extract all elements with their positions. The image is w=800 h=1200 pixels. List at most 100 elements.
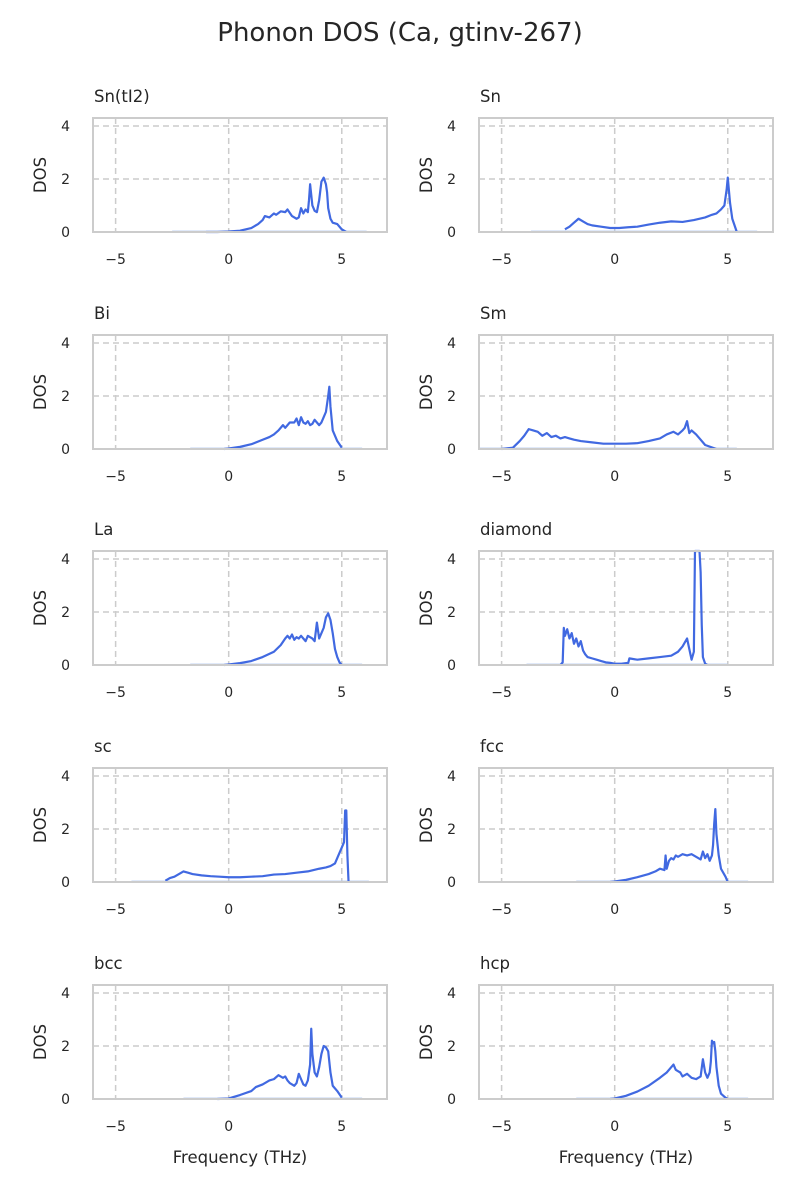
x-tick-label: −5 (105, 1119, 126, 1135)
plot-frame (92, 334, 388, 450)
chart-panel: Sn 0 2 4 −5 0 5 DOS (417, 87, 774, 268)
x-tick-label: −5 (491, 902, 512, 918)
x-tick-label: 5 (337, 1119, 346, 1135)
dos-series-line (217, 1027, 343, 1101)
y-tick-label: 0 (447, 225, 456, 241)
plot-frame (92, 984, 388, 1100)
x-tick-label: 5 (337, 252, 346, 268)
x-tick-label: −5 (491, 252, 512, 268)
y-axis-label: DOS (417, 590, 436, 626)
x-tick-label: 5 (723, 469, 732, 485)
y-tick-label: 2 (447, 605, 456, 621)
x-tick-label: 5 (337, 469, 346, 485)
y-tick-label: 0 (447, 1092, 456, 1108)
y-axis-label: DOS (417, 1024, 436, 1060)
dos-series-line (224, 612, 343, 667)
dos-series-line (224, 385, 343, 451)
x-tick-label: 0 (224, 685, 233, 701)
x-axis-label: Frequency (THz) (173, 1148, 308, 1167)
y-axis-label: DOS (31, 590, 50, 626)
plot-frame (478, 117, 774, 233)
y-tick-label: 0 (447, 442, 456, 458)
panel-title: bcc (94, 954, 123, 973)
y-tick-label: 0 (61, 875, 70, 891)
y-axis-label: DOS (31, 374, 50, 410)
x-tick-label: 0 (610, 685, 619, 701)
x-tick-label: 5 (723, 252, 732, 268)
x-tick-label: −5 (491, 1119, 512, 1135)
y-tick-label: 2 (61, 389, 70, 405)
panel-title: La (94, 520, 113, 539)
y-tick-label: 2 (447, 822, 456, 838)
y-axis-label: DOS (417, 807, 436, 843)
chart-panel: Sn(tI2) 0 2 4 −5 0 5 DOS (31, 87, 388, 268)
panel-title: Bi (94, 304, 110, 323)
x-tick-label: 5 (723, 902, 732, 918)
panel-title: Sm (480, 304, 507, 323)
chart-panel: fcc 0 2 4 −5 0 5 DOS (417, 737, 774, 918)
x-tick-label: 0 (224, 902, 233, 918)
x-tick-label: −5 (491, 685, 512, 701)
dos-series-line (564, 176, 738, 233)
y-tick-label: 4 (61, 552, 70, 568)
y-tick-label: 2 (61, 1039, 70, 1055)
x-tick-label: 0 (224, 252, 233, 268)
x-tick-label: 5 (723, 1119, 732, 1135)
y-tick-label: 2 (447, 172, 456, 188)
x-tick-label: 0 (610, 469, 619, 485)
dos-series-line (206, 176, 347, 234)
y-tick-label: 2 (447, 389, 456, 405)
x-tick-label: −5 (105, 252, 126, 268)
y-tick-label: 0 (61, 1092, 70, 1108)
x-tick-label: 0 (224, 469, 233, 485)
y-tick-label: 0 (447, 658, 456, 674)
plot-frame (478, 334, 774, 450)
y-tick-label: 0 (447, 875, 456, 891)
y-tick-label: 2 (61, 172, 70, 188)
x-tick-label: 0 (224, 1119, 233, 1135)
panel-title: fcc (480, 737, 504, 756)
y-tick-label: 0 (61, 658, 70, 674)
dos-series-line (610, 1039, 729, 1101)
chart-panel: Sm 0 2 4 −5 0 5 DOS (417, 304, 774, 485)
x-axis-label: Frequency (THz) (559, 1148, 694, 1167)
chart-panel: sc 0 2 4 −5 0 5 DOS (31, 737, 388, 918)
chart-panel: Bi 0 2 4 −5 0 5 DOS (31, 304, 388, 485)
x-tick-label: −5 (491, 469, 512, 485)
dos-series-line (164, 809, 350, 883)
y-tick-label: 2 (447, 1039, 456, 1055)
chart-panel: diamond 0 2 4 −5 0 5 DOS (417, 520, 774, 701)
y-axis-label: DOS (31, 1024, 50, 1060)
panel-title: diamond (480, 520, 552, 539)
dos-series-line (559, 549, 708, 666)
x-tick-label: 0 (610, 252, 619, 268)
plot-frame (92, 767, 388, 883)
y-axis-label: DOS (31, 807, 50, 843)
y-tick-label: 4 (447, 336, 456, 352)
x-tick-label: −5 (105, 685, 126, 701)
y-tick-label: 4 (61, 769, 70, 785)
y-tick-label: 0 (61, 442, 70, 458)
panel-title: hcp (480, 954, 510, 973)
y-tick-label: 4 (61, 119, 70, 135)
chart-panel: bcc 0 2 4 −5 0 5 DOS Frequency (THz) (31, 954, 388, 1167)
chart-panel: La 0 2 4 −5 0 5 DOS (31, 520, 388, 701)
plot-frame (92, 117, 388, 233)
x-tick-label: 0 (610, 902, 619, 918)
x-tick-label: 5 (337, 902, 346, 918)
panel-title: Sn (480, 87, 501, 106)
y-tick-label: 4 (447, 119, 456, 135)
chart-panel: hcp 0 2 4 −5 0 5 DOS Frequency (THz) (417, 954, 774, 1167)
y-tick-label: 4 (61, 986, 70, 1002)
plot-frame (92, 550, 388, 666)
y-axis-label: DOS (417, 157, 436, 193)
y-tick-label: 4 (447, 986, 456, 1002)
y-tick-label: 4 (61, 336, 70, 352)
figure-title: Phonon DOS (Ca, gtinv-267) (217, 18, 583, 48)
panel-title: sc (94, 737, 112, 756)
x-tick-label: 0 (610, 1119, 619, 1135)
x-tick-label: 5 (723, 685, 732, 701)
plot-frame (478, 984, 774, 1100)
y-axis-label: DOS (31, 157, 50, 193)
